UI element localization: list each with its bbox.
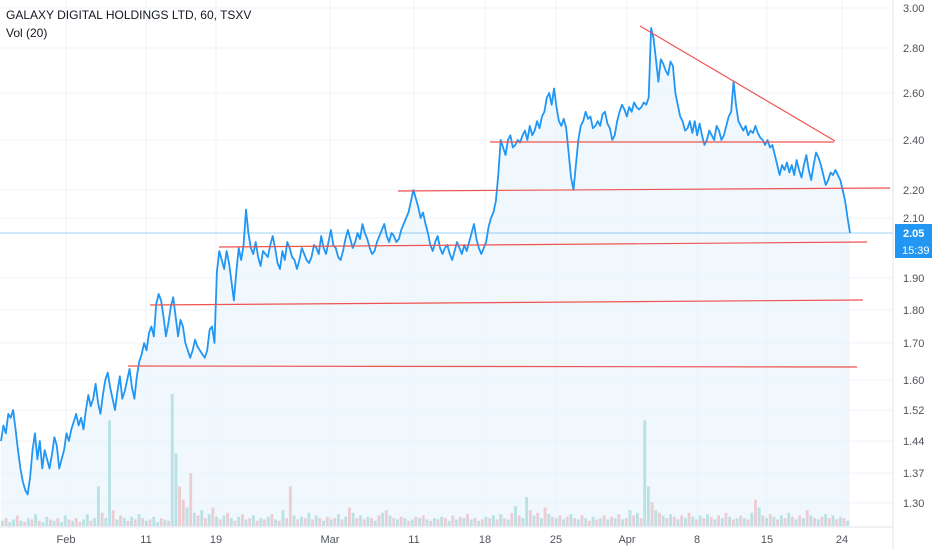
trendline[interactable] [218, 241, 868, 248]
price-tick-label: 1.52 [903, 405, 924, 417]
last-price-label: 2.05 [903, 228, 924, 240]
time-tick-label: 24 [836, 534, 848, 546]
time-tick-label: Apr [618, 534, 635, 546]
price-tick-label: 2.20 [903, 185, 924, 197]
countdown-label: 15:39 [902, 245, 930, 257]
time-tick-label: 8 [694, 534, 700, 546]
countdown-badge [895, 242, 932, 258]
time-tick-label: 15 [761, 534, 773, 546]
price-tick-label: 1.30 [903, 498, 924, 510]
time-tick-label: Feb [57, 534, 76, 546]
time-tick-label: 11 [408, 534, 419, 546]
price-tick-label: 2.80 [903, 43, 924, 55]
price-tick-label: 1.60 [903, 375, 924, 387]
price-tick-label: 1.37 [903, 468, 924, 480]
price-tick-label: 2.40 [903, 135, 924, 147]
volume-indicator-label: Vol (20) [6, 26, 48, 40]
price-tick-label: 1.80 [903, 305, 924, 317]
price-tick-label: 2.60 [903, 88, 924, 100]
time-tick-label: Mar [321, 534, 340, 546]
trendline[interactable] [127, 365, 858, 368]
price-tick-label: 1.44 [903, 436, 924, 448]
price-tick-label: 1.70 [903, 338, 924, 350]
chart-title: GALAXY DIGITAL HOLDINGS LTD, 60, TSXV [6, 8, 252, 22]
time-tick-label: 18 [479, 534, 491, 546]
trendline-layer[interactable] [127, 25, 891, 368]
area-layer [1, 28, 850, 527]
time-tick-label: 11 [140, 534, 151, 546]
price-tick-label: 1.90 [903, 273, 924, 285]
price-line[interactable] [0, 27, 851, 496]
trendline[interactable] [149, 299, 864, 306]
last-price-badge [895, 224, 932, 242]
time-tick-label: 19 [210, 534, 222, 546]
price-area-fill [1, 28, 850, 527]
trendline[interactable] [639, 25, 836, 142]
price-tick-label: 2.10 [903, 213, 924, 225]
price-tick-label: 3.00 [903, 3, 924, 15]
time-tick-label: 25 [550, 534, 562, 546]
trendline[interactable] [397, 187, 891, 192]
line-layer [0, 27, 893, 496]
